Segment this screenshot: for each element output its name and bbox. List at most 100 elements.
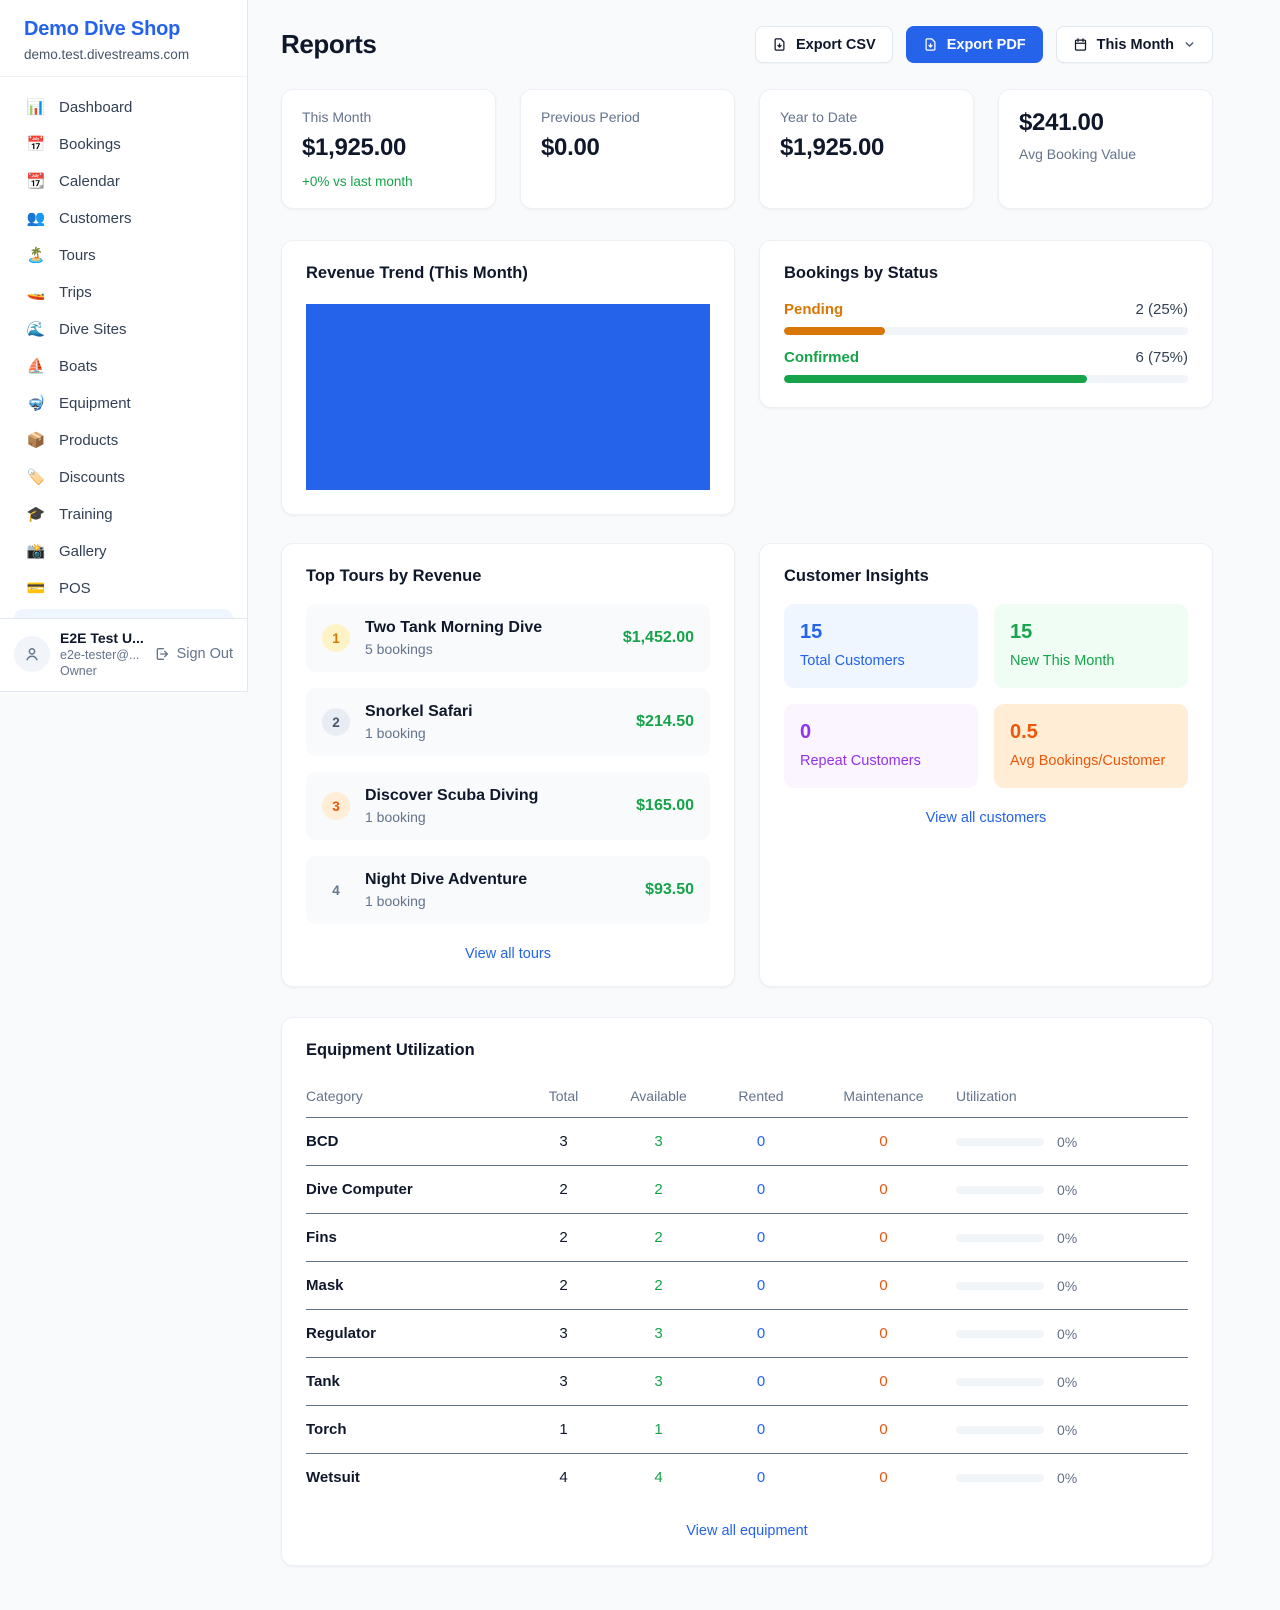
tile-avg-bookings-customer: 0.5 Avg Bookings/Customer: [994, 704, 1188, 788]
utilization-percent: 0%: [1057, 1133, 1078, 1150]
cell-maintenance: 0: [879, 1133, 888, 1150]
sidebar-item-pos[interactable]: 💳 POS: [12, 570, 235, 607]
period-dropdown[interactable]: This Month: [1055, 26, 1213, 63]
export-pdf-button[interactable]: Export PDF: [905, 26, 1043, 63]
table-row: Wetsuit 4 4 0 0 0%: [306, 1454, 1188, 1501]
cell-category: Tank: [306, 1373, 340, 1390]
cell-maintenance: 0: [879, 1325, 888, 1342]
sailboat-icon: ⛵: [26, 358, 46, 375]
sidebar-item-label: Customers: [59, 210, 132, 227]
sidebar-item-boats[interactable]: ⛵ Boats: [12, 348, 235, 385]
cell-maintenance: 0: [879, 1181, 888, 1198]
cell-utilization: 0%: [956, 1470, 1188, 1486]
utilization-bar: [956, 1185, 1044, 1194]
user-name: E2E Test U...: [60, 630, 144, 646]
utilization-bar: [956, 1233, 1044, 1242]
sidebar-item-dashboard[interactable]: 📊 Dashboard: [12, 89, 235, 126]
cell-category: Fins: [306, 1229, 337, 1246]
cell-available: 2: [654, 1181, 663, 1198]
diving-mask-icon: 🤿: [26, 395, 46, 412]
calendar-icon: [1074, 38, 1086, 51]
cell-total: 2: [559, 1181, 568, 1198]
tour-revenue: $214.50: [636, 713, 694, 730]
utilization-bar: [956, 1473, 1044, 1482]
utilization-bar: [956, 1281, 1044, 1290]
sidebar-item-calendar[interactable]: 📆 Calendar: [12, 163, 235, 200]
stat-card-previous-period: Previous Period $0.00: [520, 89, 735, 209]
person-icon: [26, 648, 38, 661]
sidebar-item-selected-partial[interactable]: [14, 609, 233, 618]
sidebar-item-products[interactable]: 📦 Products: [12, 422, 235, 459]
export-csv-button[interactable]: Export CSV: [754, 26, 893, 63]
cell-total: 3: [559, 1325, 568, 1342]
sidebar-item-label: Products: [59, 432, 119, 449]
sign-out-button[interactable]: Sign Out: [154, 646, 233, 662]
stat-label: Year to Date: [780, 109, 858, 125]
cell-available: 3: [654, 1325, 663, 1342]
period-label: This Month: [1096, 36, 1174, 53]
tile-label: Total Customers: [800, 653, 905, 669]
view-all-equipment-link[interactable]: View all equipment: [686, 1523, 808, 1539]
tile-value: 15: [1010, 621, 1033, 643]
table-row: Dive Computer 2 2 0 0 0%: [306, 1166, 1188, 1214]
cell-category: Mask: [306, 1277, 344, 1294]
equipment-utilization-title: Equipment Utilization: [306, 1041, 475, 1059]
cell-total: 3: [559, 1373, 568, 1390]
col-category: Category: [306, 1088, 363, 1104]
cell-total: 2: [559, 1277, 568, 1294]
sidebar-item-label: Boats: [59, 358, 98, 375]
sidebar-item-equipment[interactable]: 🤿 Equipment: [12, 385, 235, 422]
tour-row: 3 Discover Scuba Diving 1 booking $165.0…: [306, 772, 710, 840]
sidebar-item-trips[interactable]: 🚤 Trips: [12, 274, 235, 311]
bookings-by-status-title: Bookings by Status: [784, 264, 939, 282]
sidebar-nav: 📊 Dashboard 📅 Bookings 📆 Calendar 👥 Cust…: [0, 77, 247, 618]
insight-tiles: 15 Total Customers 15 New This Month 0 R…: [784, 604, 1188, 788]
customer-insights-title: Customer Insights: [784, 567, 929, 585]
tour-revenue: $165.00: [636, 797, 694, 814]
sidebar-item-label: Discounts: [59, 469, 125, 486]
cell-rented: 0: [756, 1277, 766, 1294]
sidebar-item-label: Trips: [59, 284, 92, 301]
table-row: Torch 1 1 0 0 0%: [306, 1406, 1188, 1454]
sidebar-item-label: Tours: [59, 247, 96, 264]
sidebar-item-customers[interactable]: 👥 Customers: [12, 200, 235, 237]
table-row: Tank 3 3 0 0 0%: [306, 1358, 1188, 1406]
brand: Demo Dive Shop demo.test.divestreams.com: [0, 0, 247, 77]
utilization-percent: 0%: [1057, 1421, 1078, 1438]
tile-value: 0.5: [1010, 721, 1038, 743]
shop-domain: demo.test.divestreams.com: [24, 47, 190, 62]
view-all-tours-link[interactable]: View all tours: [465, 946, 551, 962]
sidebar-item-training[interactable]: 🎓 Training: [12, 496, 235, 533]
sidebar-item-bookings[interactable]: 📅 Bookings: [12, 126, 235, 163]
stat-card-year-to-date: Year to Date $1,925.00: [759, 89, 974, 209]
tag-icon: 🏷️: [26, 469, 46, 486]
cell-utilization: 0%: [956, 1326, 1188, 1342]
sidebar-item-discounts[interactable]: 🏷️ Discounts: [12, 459, 235, 496]
view-all-customers-link[interactable]: View all customers: [925, 810, 1047, 826]
cell-rented: 0: [756, 1229, 766, 1246]
cell-utilization: 0%: [956, 1422, 1188, 1438]
user-role: Owner: [60, 664, 97, 678]
tour-bookings: 1 booking: [365, 893, 426, 909]
customer-insights-card: Customer Insights 15 Total Customers 15 …: [759, 543, 1213, 987]
cell-rented: 0: [756, 1469, 766, 1486]
sidebar-item-dive-sites[interactable]: 🌊 Dive Sites: [12, 311, 235, 348]
col-available: Available: [630, 1088, 687, 1104]
main-content: Reports Export CSV Export PDF: [248, 0, 1280, 1606]
sidebar-item-gallery[interactable]: 📸 Gallery: [12, 533, 235, 570]
status-row-pending: Pending 2 (25%): [784, 301, 1188, 335]
sidebar-item-tours[interactable]: 🏝️ Tours: [12, 237, 235, 274]
cell-total: 1: [559, 1421, 568, 1438]
cell-utilization: 0%: [956, 1278, 1188, 1294]
utilization-percent: 0%: [1057, 1373, 1078, 1390]
cell-category: Dive Computer: [306, 1181, 413, 1198]
utilization-percent: 0%: [1057, 1229, 1078, 1246]
tile-repeat-customers: 0 Repeat Customers: [784, 704, 978, 788]
utilization-bar: [956, 1137, 1044, 1146]
utilization-bar: [956, 1377, 1044, 1386]
sign-out-icon: [156, 648, 168, 660]
cell-utilization: 0%: [956, 1182, 1188, 1198]
cell-available: 1: [654, 1421, 663, 1438]
cell-category: Regulator: [306, 1325, 377, 1342]
tour-bookings: 1 booking: [365, 725, 426, 741]
